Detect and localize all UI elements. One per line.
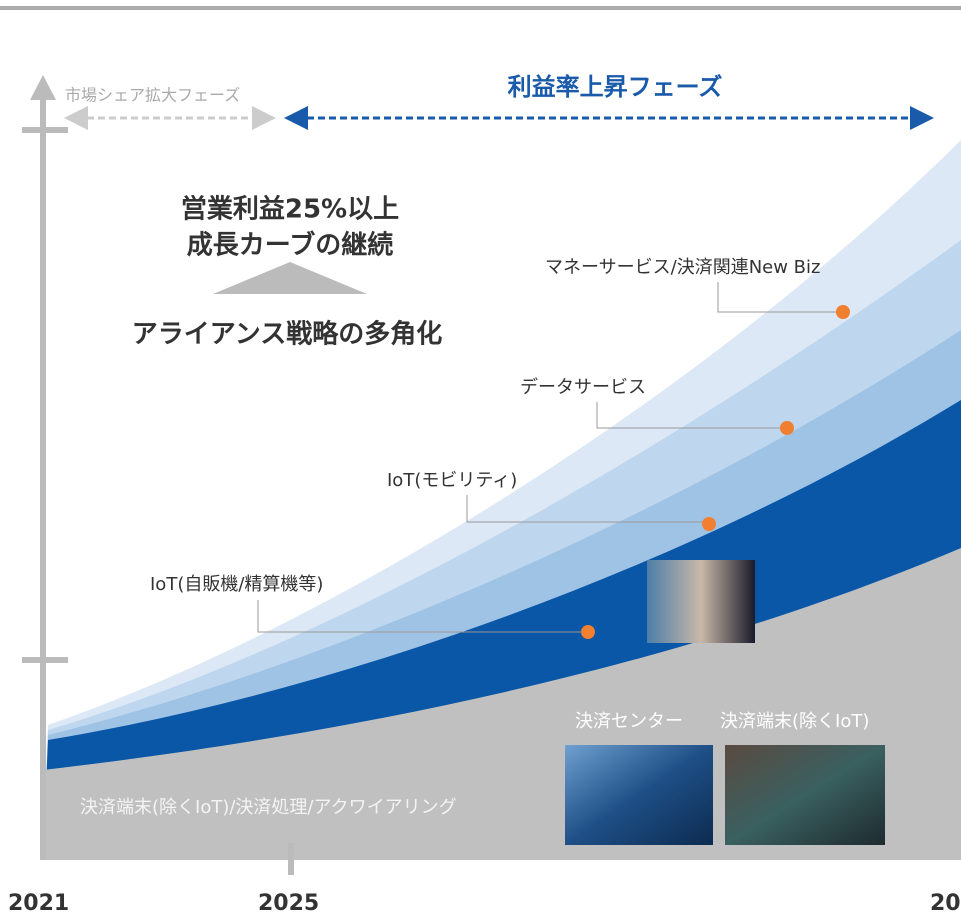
photo bbox=[725, 745, 885, 845]
triangle bbox=[213, 262, 367, 294]
phase-label: 市場シェア拡大フェーズ bbox=[65, 86, 240, 105]
layer-label: データサービス bbox=[520, 377, 646, 398]
top-rule bbox=[0, 6, 961, 10]
layer-label: IoT(モビリティ) bbox=[387, 470, 517, 491]
photo-caption: 決済センター bbox=[575, 711, 683, 732]
year-label: 20 bbox=[930, 891, 961, 916]
phase-label: 利益率上昇フェーズ bbox=[508, 73, 723, 101]
growth-areas bbox=[43, 140, 961, 860]
axis bbox=[22, 75, 294, 875]
layer-label: マネーサービス/決済関連New Biz bbox=[545, 257, 820, 278]
headline: 営業利益25%以上 bbox=[181, 195, 399, 225]
layer-label: IoT(自販機/精算機等) bbox=[150, 574, 323, 595]
strategy: アライアンス戦略の多角化 bbox=[132, 319, 442, 350]
photo-caption: 決済端末(除くIoT) bbox=[720, 711, 869, 732]
year-label: 2025 bbox=[258, 891, 319, 916]
year-label: 2021 bbox=[8, 891, 69, 916]
photo bbox=[647, 560, 755, 643]
dots bbox=[581, 305, 850, 639]
layer-label: 決済端末(除くIoT)/決済処理/アクワイアリング bbox=[80, 797, 457, 818]
callouts bbox=[257, 282, 838, 633]
headline: 成長カーブの継続 bbox=[187, 230, 393, 261]
photo bbox=[565, 745, 713, 845]
